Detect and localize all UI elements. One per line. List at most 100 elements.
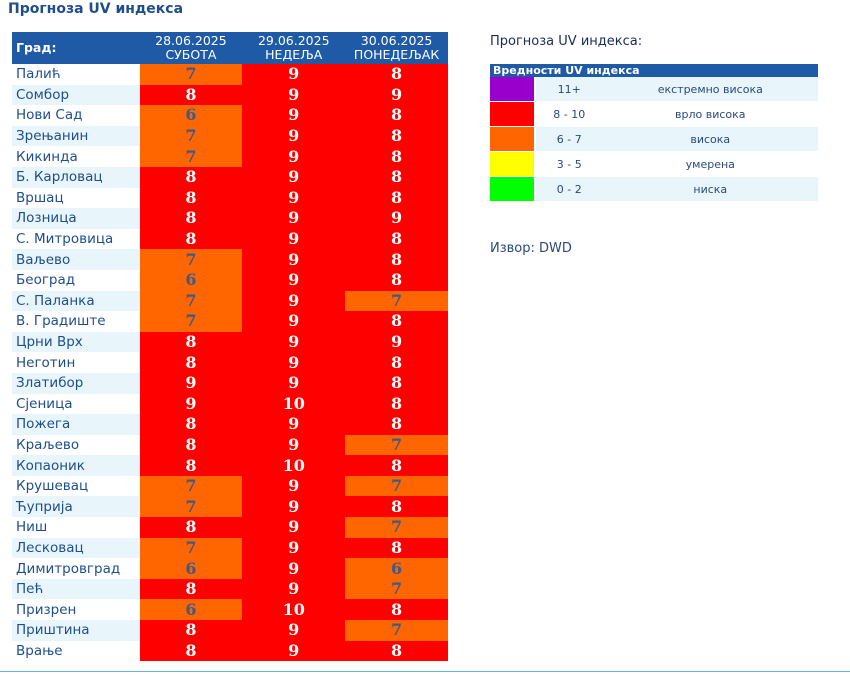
uv-value: 7	[139, 290, 243, 312]
uv-value: 10	[242, 599, 346, 621]
uv-value: 9	[139, 372, 243, 394]
uv-value: 8	[139, 455, 243, 476]
uv-value: 9	[139, 393, 243, 415]
uv-value: 7	[345, 620, 448, 641]
color-swatch	[490, 101, 536, 127]
legend-row: 6 - 7 висока	[490, 126, 818, 152]
table-row: Златибор 9 9 8	[12, 372, 448, 394]
uv-value: 9	[242, 496, 346, 518]
table-row: С. Митровица 8 9 8	[12, 228, 448, 250]
uv-value: 8	[345, 269, 448, 291]
table-row: С. Паланка 7 9 7	[12, 290, 448, 312]
uv-value: 7	[139, 249, 243, 270]
color-swatch	[490, 77, 536, 102]
table-row: Приштина 8 9 7	[12, 620, 448, 641]
uv-value: 8	[345, 640, 448, 662]
uv-value: 9	[242, 414, 346, 435]
table-row: Лесковац 7 9 8	[12, 537, 448, 559]
uv-value: 8	[345, 372, 448, 394]
uv-value: 9	[242, 475, 346, 497]
city-name: Лесковац	[12, 537, 140, 559]
table-row: Црни Врх 8 9 9	[12, 331, 448, 353]
uv-value: 10	[242, 455, 346, 476]
legend-label: екстремно висока	[602, 77, 818, 102]
uv-value: 9	[242, 640, 346, 662]
legend-range: 6 - 7	[535, 126, 603, 152]
city-name: Ваљево	[12, 249, 140, 270]
city-name: Ниш	[16, 519, 48, 536]
table-row: Вршац 8 9 8	[12, 187, 448, 209]
table-row: Ниш 8 9 7	[12, 517, 448, 538]
uv-value: 8	[139, 640, 243, 662]
divider	[0, 671, 850, 672]
uv-value: 9	[242, 620, 346, 641]
legend-label: висока	[602, 126, 818, 152]
uv-value: 9	[242, 578, 346, 600]
uv-value: 9	[242, 249, 346, 270]
uv-forecast-table: Град: 28.06.2025 СУБОТА 29.06.2025 НЕДЕЉА …	[12, 32, 448, 662]
weekday: НЕДЕЉА	[265, 47, 323, 62]
table-row: Пожега 8 9 8	[12, 414, 448, 435]
city-name: Неготин	[16, 354, 76, 371]
table-row: Зрењанин 7 9 8	[12, 125, 448, 147]
legend-label: ниска	[602, 176, 818, 202]
legend-row: 3 - 5 умерена	[490, 151, 818, 177]
uv-value: 6	[139, 269, 243, 291]
city-name: Крушевац	[16, 478, 89, 495]
uv-value: 9	[242, 146, 346, 167]
uv-value: 8	[139, 434, 243, 456]
uv-value: 8	[345, 228, 448, 250]
city-name: Зрењанин	[12, 125, 140, 147]
date: 28.06.2025	[155, 33, 227, 48]
table-row: Лозница 8 9 9	[12, 208, 448, 229]
uv-value: 8	[345, 125, 448, 147]
uv-value: 8	[139, 331, 243, 353]
uv-value: 9	[242, 208, 346, 229]
legend-title: Прогноза UV индекса:	[490, 34, 643, 49]
table-row: Призрен 6 10 8	[12, 599, 448, 621]
uv-value: 8	[139, 620, 243, 641]
uv-value: 7	[139, 125, 243, 147]
uv-value: 7	[139, 146, 243, 167]
date: 29.06.2025	[257, 33, 330, 48]
uv-value: 8	[345, 393, 448, 415]
uv-value: 9	[345, 208, 448, 229]
uv-value: 7	[345, 290, 448, 312]
table-row: Врање 8 9 8	[12, 640, 448, 662]
table-row: Б. Карловац 8 9 8	[12, 166, 448, 188]
uv-value: 8	[345, 249, 448, 270]
uv-value: 8	[345, 414, 448, 435]
city-name: В. Градиште	[16, 313, 106, 330]
uv-value: 9	[242, 311, 346, 332]
legend-row: 11+ екстремно висока	[490, 77, 818, 102]
uv-value: 9	[242, 166, 346, 188]
source-text: Извор: DWD	[490, 241, 572, 256]
city-name: Пожега	[12, 414, 140, 435]
legend-row: 8 - 10 врло висока	[490, 101, 818, 127]
legend-label: врло висока	[602, 101, 818, 127]
uv-value: 9	[242, 434, 346, 456]
uv-value: 8	[345, 105, 448, 126]
city-name: Краљево	[16, 436, 80, 453]
uv-value: 7	[345, 517, 448, 538]
uv-value: 9	[242, 105, 346, 126]
city-name: С. Митровица	[16, 231, 114, 248]
legend-header: Вредности UV индекса	[490, 64, 818, 77]
city-name: Црни Врх	[12, 331, 140, 353]
city-name: Врање	[16, 642, 63, 659]
uv-value: 8	[139, 84, 243, 106]
table-row: Сјеница 9 10 8	[12, 393, 448, 415]
city-name: Ћуприја	[12, 496, 140, 518]
uv-value: 7	[139, 537, 243, 559]
uv-value: 6	[139, 558, 243, 579]
uv-value: 7	[345, 434, 448, 456]
uv-value: 8	[345, 352, 448, 373]
table-row: Нови Сад 6 9 8	[12, 105, 448, 126]
city-name: Београд	[16, 272, 76, 289]
city-name: Нови Сад	[16, 107, 83, 124]
legend-range: 8 - 10	[535, 101, 603, 127]
uv-value: 8	[345, 455, 448, 476]
uv-value: 9	[345, 331, 448, 353]
table-row: Копаоник 8 10 8	[12, 455, 448, 476]
weekday: СУБОТА	[165, 47, 217, 62]
